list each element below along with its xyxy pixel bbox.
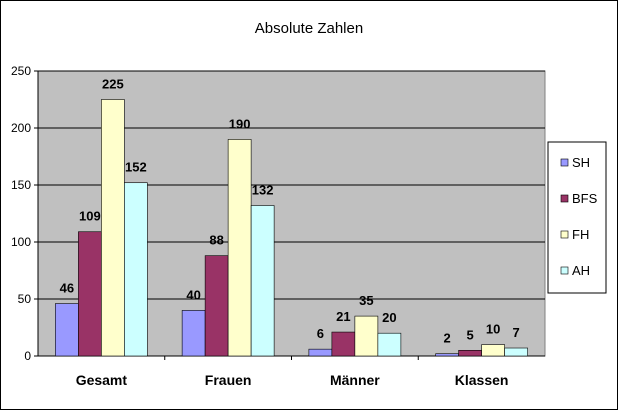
data-label: 20 [382, 310, 396, 325]
data-label: 88 [209, 233, 223, 248]
data-label: 152 [125, 160, 147, 175]
y-tick-label: 100 [11, 235, 31, 249]
data-label: 109 [79, 209, 101, 224]
legend-label-ah: AH [572, 263, 590, 278]
data-label: 6 [317, 326, 324, 341]
x-category-label: Männer [330, 372, 380, 388]
legend-box [547, 141, 607, 294]
legend-label-sh: SH [572, 155, 590, 170]
bar-ah-frauen [250, 205, 275, 357]
legend-swatch-ah [560, 266, 569, 275]
legend-label-bfs: BFS [572, 191, 598, 206]
bar-sh-männer [308, 348, 333, 357]
bar-bfs-klassen [458, 349, 482, 357]
bar-sh-gesamt [55, 303, 79, 357]
bar-ah-männer [377, 332, 402, 357]
bar-sh-frauen [181, 310, 206, 357]
data-label: 190 [229, 116, 251, 131]
bar-bfs-frauen [204, 255, 229, 357]
y-tick-label: 150 [11, 178, 31, 192]
bar-sh-klassen [435, 353, 459, 357]
plot-area: 0 50 100 150 200 250 46 109 225 152 Gesamt 40 88 190 1… [11, 64, 546, 388]
bar-fh-klassen [481, 344, 505, 357]
data-label: 10 [486, 322, 500, 337]
bar-fh-männer [354, 315, 379, 357]
bar-bfs-männer [331, 331, 356, 357]
data-label: 5 [467, 327, 474, 342]
legend-label-fh: FH [572, 227, 589, 242]
y-tick-label: 200 [11, 121, 31, 135]
bar-ah-gesamt [124, 182, 148, 357]
legend-swatch-fh [560, 230, 569, 239]
y-tick-label: 250 [11, 64, 31, 78]
data-label: 40 [186, 287, 200, 302]
x-category-label: Frauen [205, 372, 252, 388]
data-label: 225 [102, 77, 124, 92]
data-label: 35 [359, 293, 373, 308]
data-label: 2 [444, 331, 451, 346]
chart-title: Absolute Zahlen [255, 20, 363, 37]
bar-fh-frauen [227, 139, 252, 357]
data-label: 7 [513, 325, 520, 340]
legend: SH BFS FH AH [547, 141, 607, 294]
y-tick-label: 50 [18, 292, 32, 306]
x-category-label: Klassen [455, 372, 509, 388]
data-label: 21 [336, 309, 350, 324]
bar-ah-klassen [504, 347, 528, 357]
data-label: 132 [252, 183, 274, 198]
y-tick-label: 0 [24, 349, 31, 363]
legend-swatch-sh [560, 158, 569, 167]
x-category-label: Gesamt [76, 372, 128, 388]
legend-swatch-bfs [560, 194, 569, 203]
bar-bfs-gesamt [78, 231, 102, 357]
bar-fh-gesamt [101, 99, 125, 357]
data-label: 46 [60, 281, 74, 296]
